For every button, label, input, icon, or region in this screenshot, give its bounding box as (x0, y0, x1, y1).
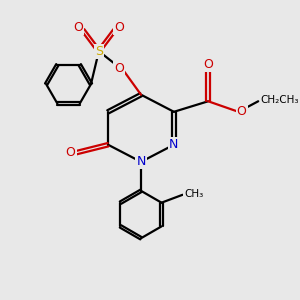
Text: O: O (114, 62, 124, 75)
Text: N: N (136, 155, 146, 168)
Text: CH₃: CH₃ (184, 189, 203, 199)
Text: CH₂CH₃: CH₂CH₃ (260, 95, 299, 105)
Text: O: O (237, 105, 247, 118)
Text: O: O (66, 146, 76, 159)
Text: O: O (203, 58, 213, 71)
Text: O: O (74, 21, 83, 34)
Text: O: O (115, 21, 124, 34)
Text: N: N (169, 138, 178, 151)
Text: S: S (95, 45, 103, 58)
